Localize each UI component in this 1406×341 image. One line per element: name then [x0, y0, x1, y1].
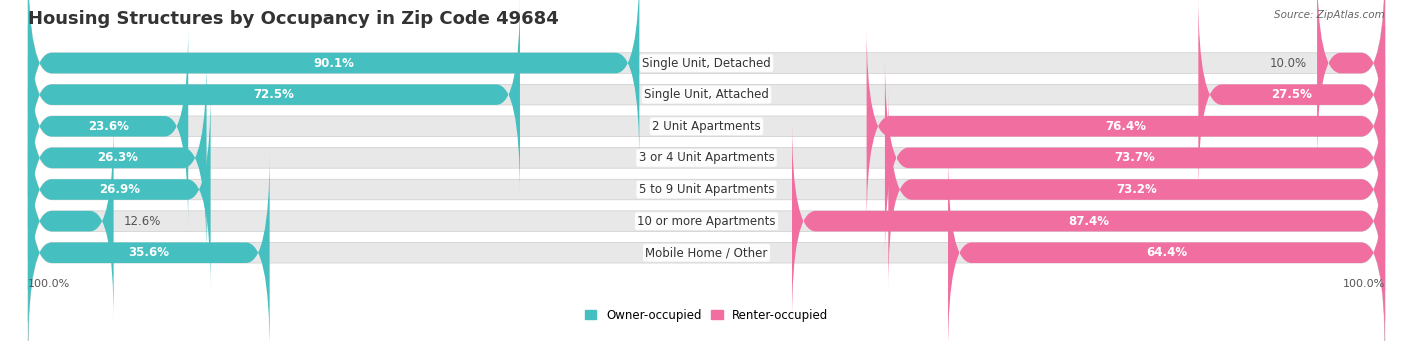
- Text: 100.0%: 100.0%: [28, 279, 70, 289]
- FancyBboxPatch shape: [889, 89, 1385, 290]
- FancyBboxPatch shape: [792, 121, 1385, 322]
- FancyBboxPatch shape: [28, 0, 1385, 195]
- Text: 10 or more Apartments: 10 or more Apartments: [637, 214, 776, 228]
- FancyBboxPatch shape: [28, 26, 1385, 227]
- FancyBboxPatch shape: [28, 0, 640, 163]
- Text: 26.9%: 26.9%: [98, 183, 139, 196]
- Text: 12.6%: 12.6%: [124, 214, 162, 228]
- FancyBboxPatch shape: [28, 152, 270, 341]
- FancyBboxPatch shape: [948, 152, 1385, 341]
- FancyBboxPatch shape: [28, 89, 211, 290]
- Text: 64.4%: 64.4%: [1146, 246, 1187, 259]
- Text: 100.0%: 100.0%: [1343, 279, 1385, 289]
- Text: 3 or 4 Unit Apartments: 3 or 4 Unit Apartments: [638, 151, 775, 164]
- FancyBboxPatch shape: [28, 121, 1385, 322]
- Text: 26.3%: 26.3%: [97, 151, 138, 164]
- FancyBboxPatch shape: [28, 58, 207, 258]
- FancyBboxPatch shape: [884, 58, 1385, 258]
- Text: 90.1%: 90.1%: [314, 57, 354, 70]
- Text: Housing Structures by Occupancy in Zip Code 49684: Housing Structures by Occupancy in Zip C…: [28, 10, 558, 28]
- FancyBboxPatch shape: [1198, 0, 1385, 195]
- Text: 73.7%: 73.7%: [1115, 151, 1156, 164]
- FancyBboxPatch shape: [28, 58, 1385, 258]
- FancyBboxPatch shape: [1317, 0, 1385, 163]
- FancyBboxPatch shape: [866, 26, 1385, 227]
- Text: 76.4%: 76.4%: [1105, 120, 1146, 133]
- Text: 27.5%: 27.5%: [1271, 88, 1312, 101]
- Text: 87.4%: 87.4%: [1069, 214, 1109, 228]
- Text: 2 Unit Apartments: 2 Unit Apartments: [652, 120, 761, 133]
- Text: Source: ZipAtlas.com: Source: ZipAtlas.com: [1274, 10, 1385, 20]
- FancyBboxPatch shape: [28, 121, 114, 322]
- Text: Single Unit, Attached: Single Unit, Attached: [644, 88, 769, 101]
- Text: 72.5%: 72.5%: [253, 88, 294, 101]
- FancyBboxPatch shape: [28, 152, 1385, 341]
- FancyBboxPatch shape: [28, 0, 520, 195]
- Text: 73.2%: 73.2%: [1116, 183, 1157, 196]
- Text: Single Unit, Detached: Single Unit, Detached: [643, 57, 770, 70]
- FancyBboxPatch shape: [28, 26, 188, 227]
- Legend: Owner-occupied, Renter-occupied: Owner-occupied, Renter-occupied: [579, 304, 834, 326]
- FancyBboxPatch shape: [28, 89, 1385, 290]
- Text: 10.0%: 10.0%: [1270, 57, 1308, 70]
- Text: Mobile Home / Other: Mobile Home / Other: [645, 246, 768, 259]
- FancyBboxPatch shape: [28, 0, 1385, 163]
- Text: 5 to 9 Unit Apartments: 5 to 9 Unit Apartments: [638, 183, 775, 196]
- Text: 35.6%: 35.6%: [128, 246, 169, 259]
- Text: 23.6%: 23.6%: [87, 120, 128, 133]
